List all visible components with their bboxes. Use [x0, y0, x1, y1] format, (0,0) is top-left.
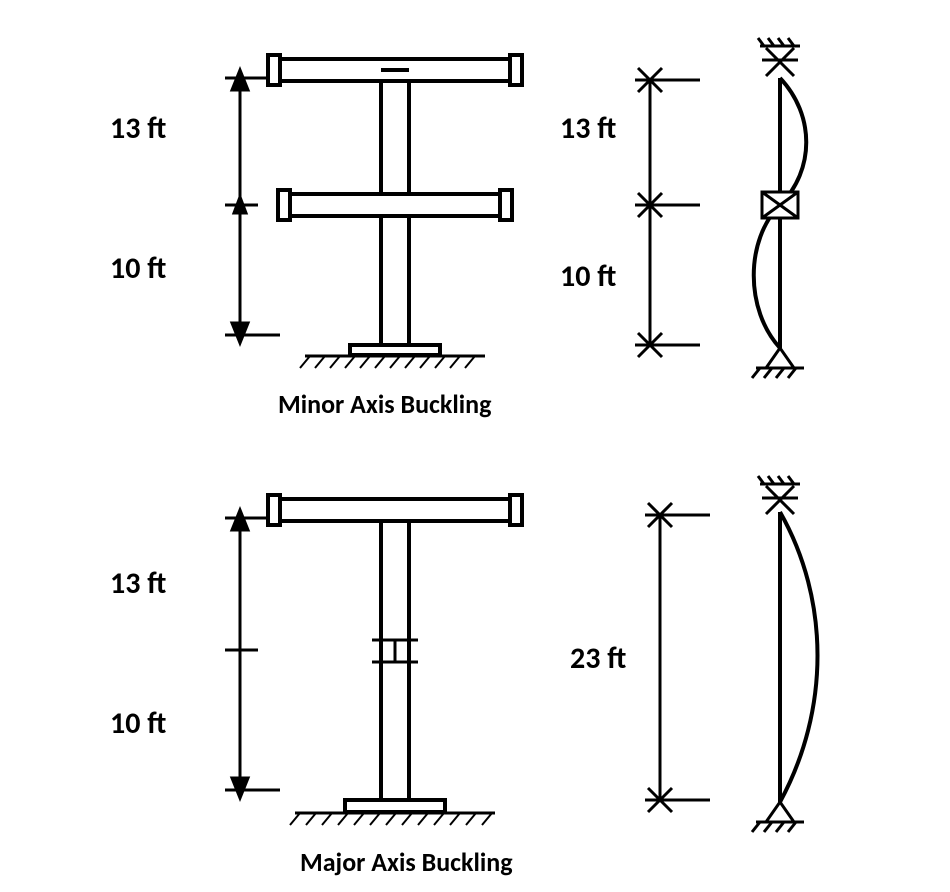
major-left-dim-top-label: 13 ft [110, 565, 166, 602]
minor-left-dim-bottom-label: 10 ft [110, 250, 166, 287]
minor-buckled-shape [752, 38, 806, 378]
major-axis-title: Major Axis Buckling [300, 846, 513, 878]
major-left-dim [225, 510, 280, 798]
minor-right-dim [635, 68, 700, 357]
major-column [268, 495, 522, 813]
major-right-dim-label: 23 ft [570, 640, 626, 677]
minor-right-dim-top-label: 13 ft [560, 110, 616, 147]
minor-left-dim-top-label: 13 ft [110, 110, 166, 147]
minor-axis-title: Minor Axis Buckling [278, 388, 491, 420]
major-left-dim-bottom-label: 10 ft [110, 705, 166, 742]
minor-ground-hatch [300, 356, 475, 368]
minor-left-dim [225, 70, 280, 343]
major-right-dim [645, 503, 710, 812]
major-ground-hatch [290, 813, 492, 825]
minor-right-dim-bottom-label: 10 ft [560, 258, 616, 295]
minor-column [268, 55, 522, 356]
major-buckled-shape [752, 476, 818, 832]
diagram-container: 13 ft 10 ft 13 ft 10 ft Minor Axis Buckl… [0, 0, 950, 892]
